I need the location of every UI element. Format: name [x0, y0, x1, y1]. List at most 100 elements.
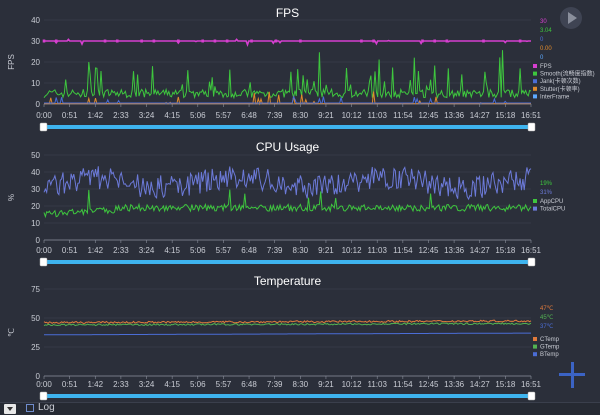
y-axis-label: FPS: [7, 54, 16, 70]
y-axis-label: %: [7, 194, 16, 201]
x-tick-label: 11:54: [393, 111, 413, 120]
series-current-value: 30: [540, 19, 547, 25]
x-tick-label: 7:39: [267, 380, 283, 389]
legend-swatch: [533, 86, 537, 91]
x-tick-label: 16:51: [521, 111, 542, 120]
time-range-slider-handle-right[interactable]: [527, 257, 536, 267]
y-tick-label: 10: [31, 79, 40, 88]
x-tick-label: 0:51: [62, 380, 78, 389]
y-tick-label: 40: [31, 16, 40, 25]
series-current-value: 19%: [540, 181, 553, 187]
legend-entry: FPS: [540, 64, 552, 70]
x-tick-label: 5:06: [190, 380, 206, 389]
series-line-fps: [44, 38, 531, 48]
fps-marker: [274, 39, 278, 43]
log-label: Log: [38, 402, 55, 413]
legend-entry: Stutter(卡顿率): [540, 85, 580, 93]
x-tick-label: 6:48: [241, 380, 257, 389]
x-tick-label: 13:36: [444, 246, 465, 255]
x-tick-label: 3:24: [139, 111, 155, 120]
series-line-gtemp: [43, 322, 532, 327]
legend-entry: AppCPU: [540, 199, 563, 205]
x-tick-label: 13:36: [444, 380, 465, 389]
fps-marker: [54, 39, 58, 43]
series-line-totalcpu: [43, 166, 532, 201]
legend-entry: Jank(卡顿次数): [540, 77, 581, 85]
x-tick-label: 13:36: [444, 111, 465, 120]
fps-marker: [42, 39, 46, 43]
y-tick-label: 0: [36, 372, 41, 381]
x-tick-label: 10:12: [342, 246, 363, 255]
legend-swatch: [533, 337, 537, 341]
time-range-slider-handle-left[interactable]: [39, 257, 48, 267]
series-line-btemp: [44, 332, 531, 336]
x-tick-label: 5:57: [216, 111, 232, 120]
x-tick-label: 7:39: [267, 246, 283, 255]
series-current-value: 0: [540, 37, 544, 43]
legend-entry: Smooth(流畅度指数): [540, 70, 595, 78]
series-current-value: 47℃: [540, 306, 554, 312]
x-tick-label: 4:15: [164, 380, 180, 389]
chart-title: CPU Usage: [256, 140, 320, 154]
legend-entry: TotalCPU: [540, 207, 565, 213]
fps-marker: [482, 39, 485, 43]
y-tick-label: 40: [31, 168, 40, 177]
y-tick-label: 0: [36, 100, 41, 109]
x-tick-label: 11:03: [367, 380, 387, 389]
x-tick-label: 3:24: [139, 380, 155, 389]
x-tick-label: 15:18: [495, 111, 516, 120]
x-tick-label: 9:21: [318, 380, 334, 389]
x-tick-label: 15:18: [495, 246, 516, 255]
x-tick-label: 1:42: [87, 111, 103, 120]
y-tick-label: 0: [36, 236, 41, 245]
x-tick-label: 6:48: [241, 246, 257, 255]
x-tick-label: 1:42: [87, 246, 103, 255]
log-checkbox[interactable]: [26, 404, 34, 412]
x-tick-label: 7:39: [267, 111, 283, 120]
time-range-slider-handle-left[interactable]: [39, 391, 48, 401]
fps-marker: [421, 39, 424, 43]
legend-swatch: [533, 71, 537, 76]
y-tick-label: 20: [31, 202, 40, 211]
legend-swatch: [533, 64, 537, 68]
fps-marker: [140, 39, 143, 43]
chevron-down-icon[interactable]: [4, 404, 16, 414]
time-range-slider-handle-right[interactable]: [527, 391, 536, 401]
y-tick-label: 75: [31, 285, 40, 294]
legend-swatch: [533, 344, 537, 349]
x-tick-label: 0:00: [36, 380, 52, 389]
fps-marker: [176, 39, 180, 43]
x-tick-label: 11:54: [393, 246, 413, 255]
series-line-stutter: [44, 91, 531, 106]
x-tick-label: 5:57: [216, 380, 232, 389]
plus-icon[interactable]: [559, 362, 585, 388]
x-tick-label: 4:15: [164, 246, 180, 255]
time-range-slider-handle-right[interactable]: [527, 122, 536, 132]
series-line-jank: [44, 95, 531, 105]
x-tick-label: 8:30: [293, 111, 309, 120]
fps-marker: [225, 39, 229, 43]
x-tick-label: 4:15: [164, 111, 180, 120]
x-tick-label: 5:06: [190, 111, 206, 120]
series-line-ctemp: [43, 319, 532, 325]
fps-marker: [433, 39, 436, 43]
series-current-value: 37℃: [540, 324, 554, 330]
x-tick-label: 0:00: [36, 111, 52, 120]
bottom-toolbar: [0, 402, 600, 415]
time-range-slider-handle-left[interactable]: [39, 122, 48, 132]
y-tick-label: 50: [31, 151, 40, 160]
chart-title: FPS: [276, 6, 299, 20]
legend-entry: GTemp: [540, 345, 560, 351]
x-tick-label: 16:51: [521, 380, 542, 389]
fps-marker: [445, 39, 449, 43]
x-tick-label: 11:54: [393, 380, 413, 389]
series-current-value: 3.04: [540, 28, 552, 34]
fps-marker: [360, 39, 363, 43]
chart-title: Temperature: [254, 274, 322, 288]
x-tick-label: 0:51: [62, 111, 78, 120]
play-icon[interactable]: [560, 7, 582, 29]
y-tick-label: 10: [31, 219, 40, 228]
fps-marker: [372, 39, 375, 43]
x-tick-label: 0:51: [62, 246, 78, 255]
